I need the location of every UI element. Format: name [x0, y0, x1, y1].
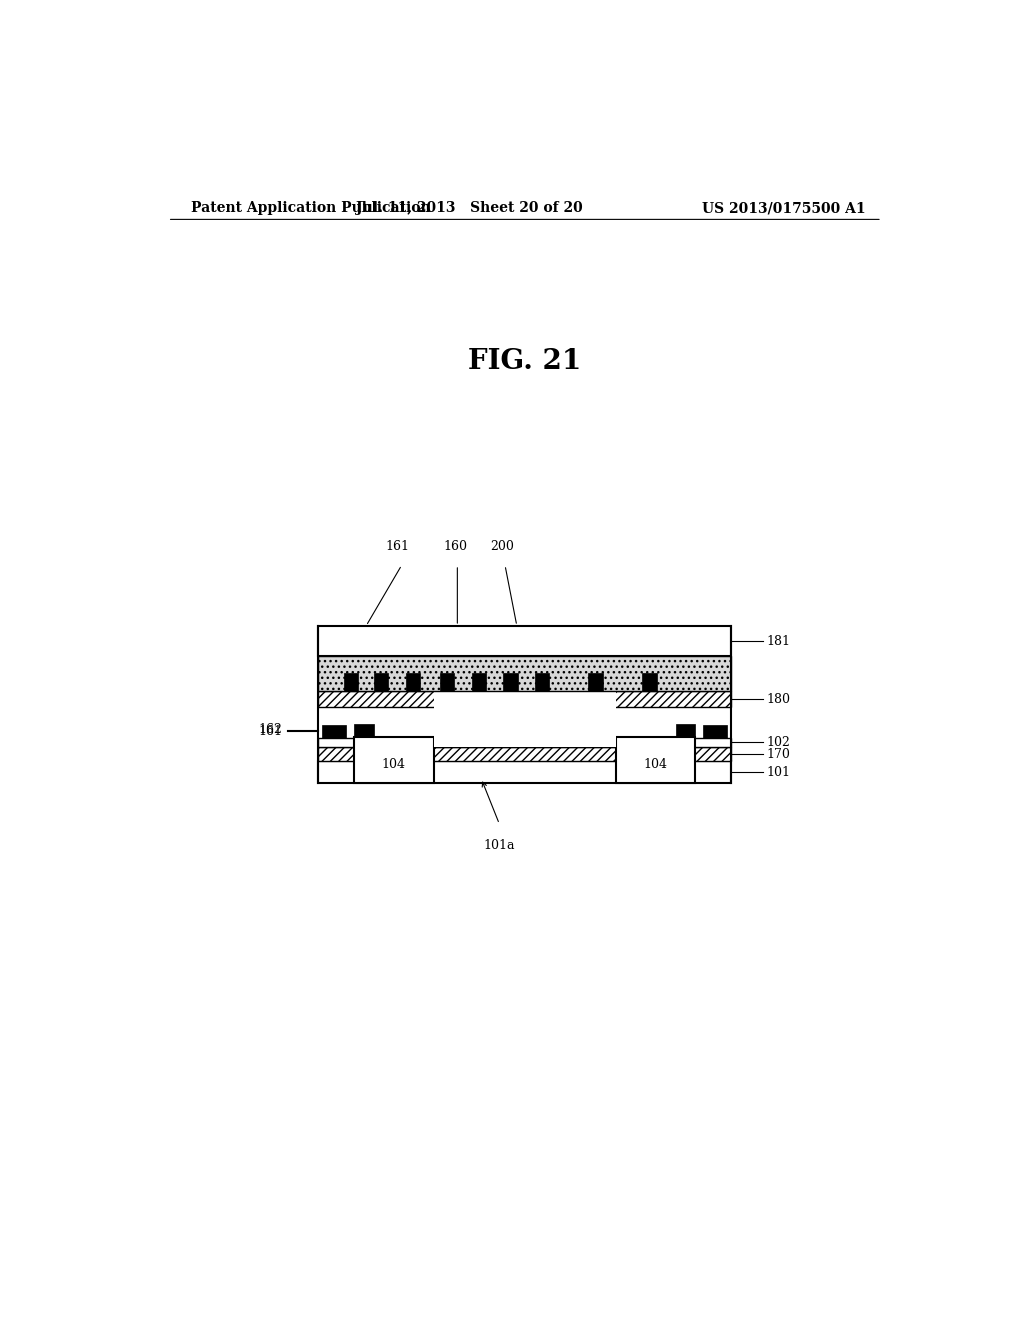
Text: 162: 162 [259, 723, 283, 737]
Text: 101: 101 [767, 766, 791, 779]
Bar [318, 656, 731, 690]
Bar [472, 673, 486, 690]
Text: 200: 200 [490, 540, 514, 553]
Text: 104: 104 [644, 758, 668, 771]
Text: 160: 160 [443, 540, 467, 553]
Text: 161: 161 [259, 725, 283, 738]
Bar [433, 690, 616, 708]
Bar [504, 673, 518, 690]
Text: Jul. 11, 2013   Sheet 20 of 20: Jul. 11, 2013 Sheet 20 of 20 [356, 201, 583, 215]
Bar [354, 723, 374, 735]
Text: US 2013/0175500 A1: US 2013/0175500 A1 [702, 201, 866, 215]
Text: 104: 104 [382, 758, 406, 771]
Bar [536, 673, 550, 690]
Bar [616, 737, 695, 784]
Bar [318, 762, 731, 784]
Text: 161: 161 [386, 540, 410, 553]
Bar [676, 723, 695, 735]
Bar [323, 725, 346, 738]
Bar [344, 673, 358, 690]
Bar [354, 737, 433, 784]
Text: 170: 170 [767, 747, 791, 760]
Bar [440, 673, 455, 690]
Bar [703, 725, 727, 738]
Bar [374, 673, 388, 690]
Bar [406, 673, 420, 690]
Text: Patent Application Publication: Patent Application Publication [191, 201, 431, 215]
Bar [318, 738, 731, 747]
Bar [318, 690, 731, 708]
Text: FIG. 21: FIG. 21 [468, 348, 582, 375]
Text: 101a: 101a [483, 840, 515, 853]
Text: 180: 180 [767, 693, 791, 706]
Bar [318, 626, 731, 656]
Bar [642, 673, 656, 690]
Bar [318, 747, 731, 762]
Text: 102: 102 [767, 735, 791, 748]
Bar [433, 700, 616, 747]
Text: 181: 181 [767, 635, 791, 648]
Bar [588, 673, 602, 690]
